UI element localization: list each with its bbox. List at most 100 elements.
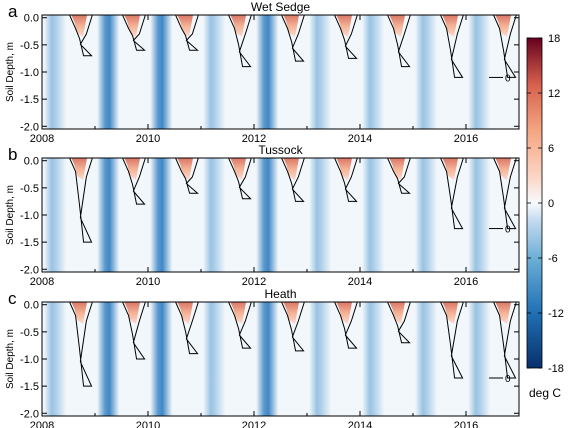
colorbar-tick-label: 6 <box>548 143 554 155</box>
warm-region <box>495 158 512 180</box>
zero-isotherm <box>175 302 199 355</box>
warm-region <box>336 158 353 180</box>
cold-band <box>415 302 438 416</box>
x-tick-label: 2008 <box>30 276 54 288</box>
cold-band <box>150 302 173 416</box>
y-tick-label: -0.5 <box>20 40 39 52</box>
x-tick-label: 2010 <box>136 276 160 288</box>
zero-isotherm <box>228 15 252 68</box>
cold-band <box>203 302 226 416</box>
panel-letter: a <box>8 2 18 21</box>
y-tick-label: 0.0 <box>24 300 39 312</box>
cold-band <box>468 15 491 129</box>
y-tick-label: -2.0 <box>20 121 39 133</box>
zero-isotherm <box>281 15 305 62</box>
y-tick-label: -1.5 <box>20 237 39 249</box>
colorbar-tick-label: -12 <box>548 308 564 320</box>
cold-band <box>309 15 332 129</box>
y-tick-label: -1.0 <box>20 210 39 222</box>
zero-isotherm <box>175 15 199 51</box>
y-tick-label: -1.0 <box>20 67 39 79</box>
warm-region <box>124 158 141 180</box>
panel-title: Wet Sedge <box>251 0 310 14</box>
colorbar-tick-label: -6 <box>548 253 558 265</box>
cold-band <box>203 158 226 272</box>
y-tick-label: -0.5 <box>20 183 39 195</box>
zero-isotherm <box>440 15 464 78</box>
x-tick-label: 2008 <box>30 420 54 428</box>
panel-title: Tussock <box>258 143 303 157</box>
cold-band <box>150 15 173 129</box>
warm-region <box>124 15 141 37</box>
warm-region <box>230 158 247 180</box>
cold-band <box>362 158 385 272</box>
warm-region <box>495 15 512 37</box>
x-tick-label: 2014 <box>348 276 372 288</box>
zero-isotherm <box>387 15 411 68</box>
heatmap-field <box>42 302 519 416</box>
warm-region <box>283 302 300 324</box>
zero-isotherm <box>122 158 146 205</box>
warm-region <box>389 15 406 37</box>
zero-isotherm <box>69 158 93 243</box>
zero-isotherm <box>440 302 464 379</box>
zero-isotherm <box>175 158 199 194</box>
contour-label: 0 <box>505 374 511 385</box>
cold-band <box>44 302 67 416</box>
y-tick-label: -0.5 <box>20 327 39 339</box>
cold-band <box>256 302 279 416</box>
zero-isotherm <box>387 158 411 194</box>
panel-letter: b <box>8 145 17 164</box>
contour-label: 0 <box>505 73 511 84</box>
y-axis-label: Soil Depth, m <box>5 185 16 245</box>
cold-band <box>415 158 438 272</box>
cold-band <box>468 158 491 272</box>
x-tick-label: 2014 <box>348 420 372 428</box>
warm-region <box>336 15 353 37</box>
heatmap-field <box>42 15 519 129</box>
zero-isotherm <box>440 158 464 230</box>
warm-region <box>442 15 459 37</box>
warm-region <box>230 302 247 324</box>
warm-region <box>389 158 406 180</box>
panel-letter: c <box>8 289 17 308</box>
colorbar-tick-label: 12 <box>548 88 560 100</box>
x-tick-label: 2012 <box>242 133 266 145</box>
y-tick-label: -1.0 <box>20 354 39 366</box>
zero-isotherm <box>228 158 252 200</box>
panel-title: Heath <box>264 287 296 301</box>
cold-band <box>97 158 120 272</box>
warm-region <box>177 15 194 37</box>
zero-isotherm <box>334 15 358 59</box>
cold-band <box>468 302 491 416</box>
cold-band <box>362 302 385 416</box>
y-tick-label: 0.0 <box>24 156 39 168</box>
x-tick-label: 2012 <box>242 420 266 428</box>
warm-region <box>442 158 459 180</box>
warm-region <box>442 302 459 324</box>
colorbar-tick-label: 0 <box>548 198 554 210</box>
x-tick-label: 2008 <box>30 133 54 145</box>
heatmap-field <box>42 158 519 272</box>
zero-isotherm <box>493 158 517 230</box>
warm-region <box>71 15 88 37</box>
cold-band <box>97 15 120 129</box>
zero-isotherm <box>493 15 517 78</box>
x-tick-label: 2016 <box>454 420 478 428</box>
x-tick-label: 2012 <box>242 276 266 288</box>
y-tick-label: -2.0 <box>20 264 39 276</box>
warm-region <box>283 15 300 37</box>
zero-isotherm <box>281 302 305 352</box>
y-axis-label: Soil Depth, m <box>5 42 16 102</box>
colorbar: 18 12 6 0 -6 -12 -18 deg C <box>526 33 564 400</box>
cold-band <box>362 15 385 129</box>
zero-isotherm <box>493 302 517 379</box>
y-tick-label: -1.5 <box>20 94 39 106</box>
warm-region <box>124 302 141 324</box>
zero-isotherm <box>69 302 93 387</box>
y-tick-label: -1.5 <box>20 381 39 393</box>
x-tick-label: 2016 <box>454 276 478 288</box>
